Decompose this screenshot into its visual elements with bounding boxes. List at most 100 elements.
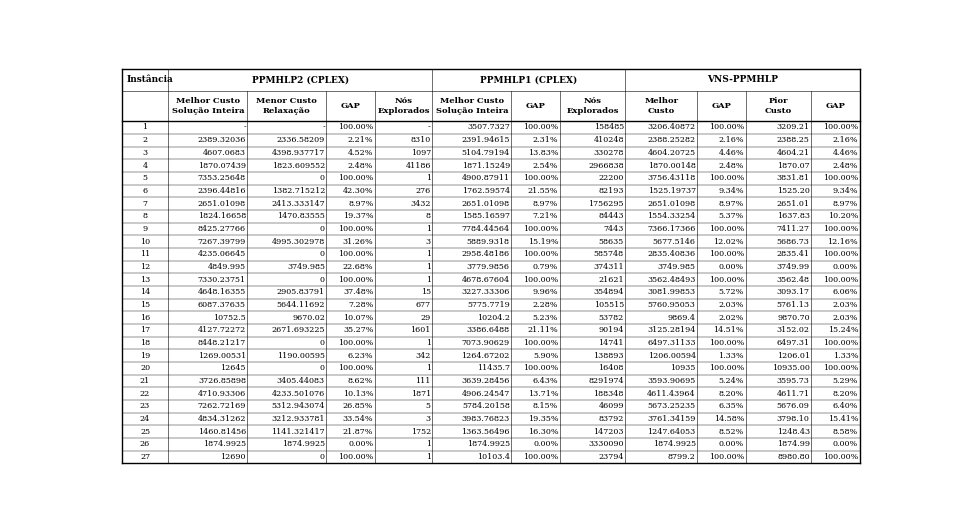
Text: 4235.06645: 4235.06645: [198, 251, 246, 258]
Text: 2.54%: 2.54%: [532, 162, 558, 169]
Text: 100.00%: 100.00%: [823, 276, 858, 283]
Text: 3405.44083: 3405.44083: [277, 377, 325, 385]
Text: 2651.01098: 2651.01098: [198, 200, 246, 208]
Text: 22200: 22200: [598, 174, 624, 182]
Text: 19: 19: [140, 351, 150, 360]
Text: 4611.43964: 4611.43964: [647, 390, 696, 397]
Text: 100.00%: 100.00%: [338, 123, 374, 131]
Text: 3206.40872: 3206.40872: [647, 123, 696, 131]
Text: 1269.00531: 1269.00531: [198, 351, 246, 360]
Text: 4849.995: 4849.995: [207, 263, 246, 271]
Text: 42.30%: 42.30%: [343, 187, 374, 195]
Text: 5761.13: 5761.13: [776, 301, 810, 309]
Text: 100.00%: 100.00%: [523, 174, 558, 182]
Text: 14.58%: 14.58%: [714, 415, 744, 423]
Text: 5686.73: 5686.73: [777, 237, 810, 246]
Text: 8.97%: 8.97%: [833, 200, 858, 208]
Text: 5760.95053: 5760.95053: [648, 301, 696, 309]
Text: 100.00%: 100.00%: [708, 225, 744, 233]
Text: 4900.87911: 4900.87911: [462, 174, 510, 182]
Text: GAP: GAP: [825, 102, 845, 110]
Text: 3749.985: 3749.985: [287, 263, 325, 271]
Text: 1762.59574: 1762.59574: [462, 187, 510, 195]
Text: Pior
Custo: Pior Custo: [765, 97, 792, 115]
Text: 5.23%: 5.23%: [532, 314, 558, 322]
Text: 31.26%: 31.26%: [342, 237, 374, 246]
Text: 6.06%: 6.06%: [833, 288, 858, 297]
Text: 0.00%: 0.00%: [348, 440, 374, 448]
Text: 9.34%: 9.34%: [719, 187, 744, 195]
Text: 100.00%: 100.00%: [338, 276, 374, 283]
Text: 14: 14: [140, 288, 150, 297]
Text: 17: 17: [140, 326, 150, 334]
Text: 21.87%: 21.87%: [343, 428, 374, 436]
Text: 330278: 330278: [594, 149, 624, 157]
Text: 5312.943074: 5312.943074: [272, 402, 325, 411]
Text: 3562.48: 3562.48: [776, 276, 810, 283]
Text: 10.20%: 10.20%: [828, 212, 858, 220]
Text: 100.00%: 100.00%: [523, 339, 558, 347]
Text: 100.00%: 100.00%: [338, 225, 374, 233]
Text: 4678.67604: 4678.67604: [462, 276, 510, 283]
Text: 4906.24547: 4906.24547: [462, 390, 510, 397]
Text: 2.16%: 2.16%: [719, 136, 744, 144]
Text: 100.00%: 100.00%: [338, 174, 374, 182]
Text: 9: 9: [142, 225, 147, 233]
Text: 2835.40836: 2835.40836: [647, 251, 696, 258]
Text: 12.16%: 12.16%: [828, 237, 858, 246]
Text: 8310: 8310: [411, 136, 431, 144]
Text: 13.83%: 13.83%: [528, 149, 558, 157]
Text: 1874.9925: 1874.9925: [282, 440, 325, 448]
Text: 6.23%: 6.23%: [348, 351, 374, 360]
Text: 1637.83: 1637.83: [776, 212, 810, 220]
Text: 677: 677: [416, 301, 431, 309]
Text: 4604.20725: 4604.20725: [647, 149, 696, 157]
Text: 2671.693225: 2671.693225: [272, 326, 325, 334]
Text: 1247.64053: 1247.64053: [647, 428, 696, 436]
Text: 2389.32036: 2389.32036: [198, 136, 246, 144]
Text: 4995.302978: 4995.302978: [272, 237, 325, 246]
Text: 5677.5146: 5677.5146: [653, 237, 696, 246]
Text: 410248: 410248: [594, 136, 624, 144]
Text: 14741: 14741: [598, 339, 624, 347]
Text: PPMHLP2 (CPLEX): PPMHLP2 (CPLEX): [251, 75, 349, 84]
Text: -: -: [428, 123, 431, 131]
Text: 10: 10: [140, 237, 150, 246]
Text: 10935: 10935: [670, 365, 696, 372]
Text: 100.00%: 100.00%: [708, 339, 744, 347]
Text: 21621: 21621: [598, 276, 624, 283]
Text: 1871: 1871: [411, 390, 431, 397]
Text: 4834.31262: 4834.31262: [198, 415, 246, 423]
Text: 0: 0: [320, 276, 325, 283]
Text: 374311: 374311: [594, 263, 624, 271]
Text: 4604.21: 4604.21: [776, 149, 810, 157]
Text: 100.00%: 100.00%: [523, 365, 558, 372]
Text: 8.62%: 8.62%: [348, 377, 374, 385]
Text: 2958.48186: 2958.48186: [462, 251, 510, 258]
Text: 19.35%: 19.35%: [528, 415, 558, 423]
Text: -: -: [243, 123, 246, 131]
Text: 1: 1: [425, 339, 431, 347]
Text: 0: 0: [320, 225, 325, 233]
Text: -: -: [322, 123, 325, 131]
Text: 16.30%: 16.30%: [528, 428, 558, 436]
Text: 100.00%: 100.00%: [523, 251, 558, 258]
Text: 23: 23: [140, 402, 150, 411]
Text: 1264.67202: 1264.67202: [462, 351, 510, 360]
Text: 3093.17: 3093.17: [776, 288, 810, 297]
Text: 10204.2: 10204.2: [477, 314, 510, 322]
Text: 8799.2: 8799.2: [668, 453, 696, 461]
Text: 11: 11: [140, 251, 150, 258]
Text: 2388.25282: 2388.25282: [647, 136, 696, 144]
Text: 6087.37635: 6087.37635: [198, 301, 246, 309]
Text: 90194: 90194: [598, 326, 624, 334]
Text: 100.00%: 100.00%: [708, 276, 744, 283]
Text: 4398.937717: 4398.937717: [272, 149, 325, 157]
Text: 8.15%: 8.15%: [532, 402, 558, 411]
Text: 1554.33254: 1554.33254: [647, 212, 696, 220]
Text: 16408: 16408: [598, 365, 624, 372]
Text: 1: 1: [425, 251, 431, 258]
Text: Nós
Explorados: Nós Explorados: [566, 97, 619, 115]
Text: 2.28%: 2.28%: [532, 301, 558, 309]
Text: 2396.44816: 2396.44816: [198, 187, 246, 195]
